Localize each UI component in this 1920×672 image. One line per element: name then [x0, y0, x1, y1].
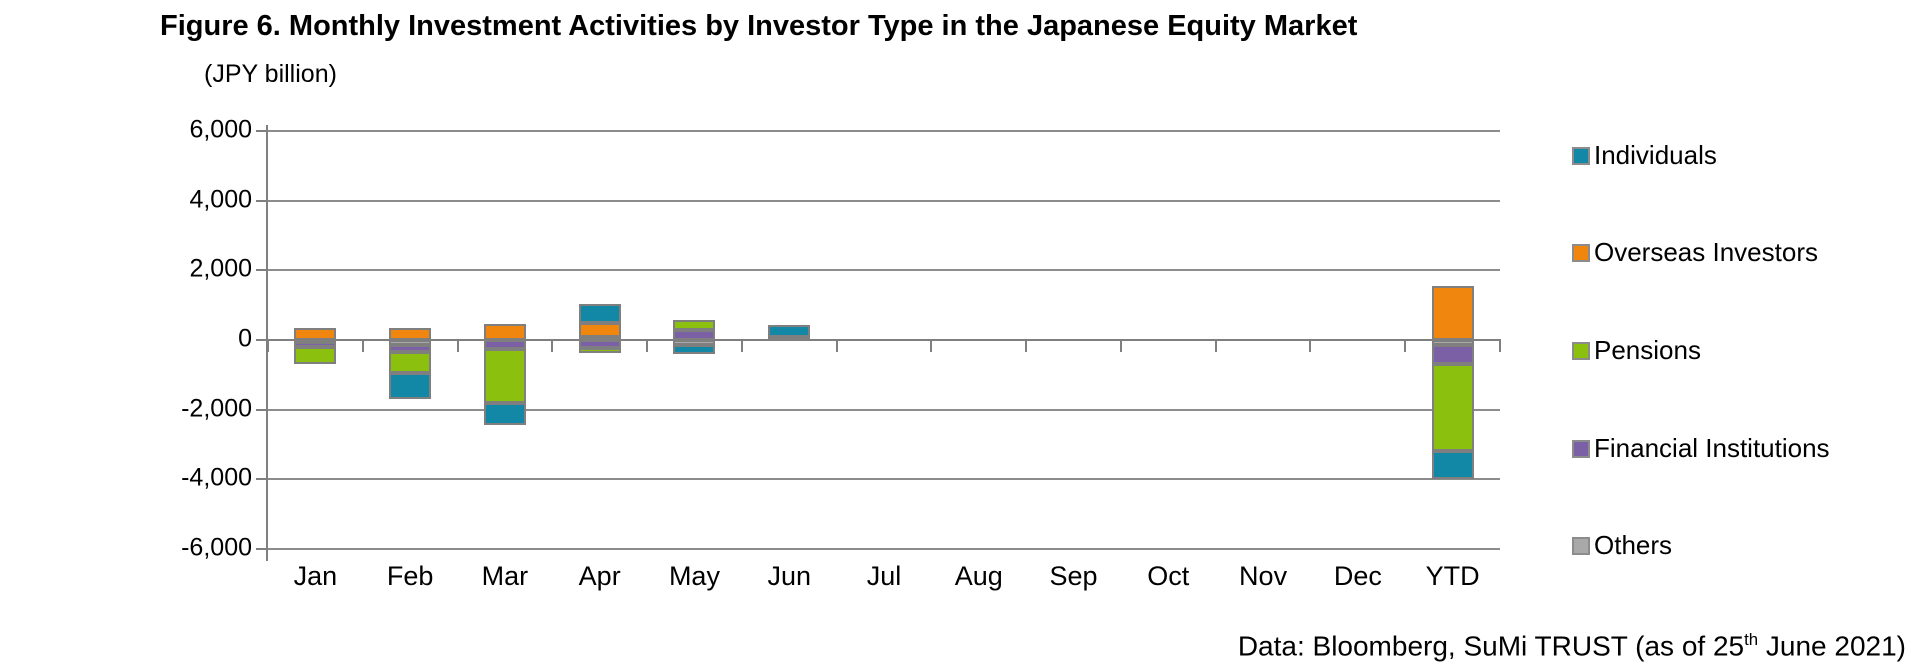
gridline: [268, 130, 1500, 132]
legend-swatch-icon: [1572, 243, 1590, 262]
bar-segment: [673, 345, 716, 354]
category-tick-mark: [930, 339, 933, 352]
legend: Individuals Overseas Investors Pensions Fin…: [1572, 131, 1917, 561]
category-label: Apr: [578, 561, 621, 591]
category-label: Aug: [954, 561, 1003, 591]
bar-segment: [483, 348, 526, 403]
bar-segment: [483, 324, 526, 340]
y-tick-mark: [256, 478, 266, 481]
bar-segment: [389, 345, 432, 353]
source-note: Data: Bloomberg, SuMi TRUST (as of 25th …: [1238, 630, 1906, 662]
y-tick-mark: [256, 408, 266, 411]
y-tick-mark: [256, 199, 266, 202]
legend-item: Financial Institutions: [1572, 433, 1830, 464]
source-text-prefix: Data: Bloomberg, SuMi TRUST (as of 25: [1237, 630, 1745, 662]
category-tick-mark: [1119, 339, 1122, 352]
bar-segment: [483, 340, 526, 349]
category-label: YTD: [1425, 561, 1480, 591]
legend-label: Individuals: [1594, 140, 1717, 170]
category-tick-mark: [740, 339, 743, 352]
category-label: Jun: [767, 561, 811, 591]
bar-segment: [389, 373, 432, 400]
category-tick-mark: [1309, 339, 1312, 352]
y-tick-label: -6,000: [181, 533, 252, 562]
bar-segment: [768, 325, 811, 337]
unit-label: (JPY billion): [204, 60, 337, 88]
zero-axis-line: [268, 339, 1500, 341]
y-tick-mark: [256, 548, 266, 550]
category-tick-mark: [646, 339, 649, 352]
bar-segment: [294, 327, 337, 340]
y-tick-label: 2,000: [189, 254, 252, 283]
category-label: Jul: [866, 561, 902, 591]
gridline: [268, 548, 1500, 550]
source-superscript: th: [1744, 630, 1759, 649]
bar-segment: [1431, 364, 1474, 452]
legend-swatch-icon: [1572, 439, 1590, 458]
bar-segment: [294, 341, 337, 347]
bar-segment: [483, 402, 526, 426]
y-tick-mark: [256, 130, 266, 132]
bar-segment: [673, 319, 716, 331]
bar-segment: [578, 340, 621, 348]
bar-segment: [389, 340, 432, 346]
bar-segment: [1431, 286, 1474, 340]
category-tick-mark: [267, 339, 269, 352]
gridline: [268, 199, 1500, 202]
category-tick-mark: [1404, 339, 1407, 352]
category-tick-mark: [1499, 339, 1501, 352]
bar-segment: [294, 346, 337, 365]
category-tick-mark: [456, 339, 459, 352]
bar-segment: [578, 347, 621, 353]
y-tick-label: 4,000: [189, 184, 252, 213]
bar-segment: [578, 304, 621, 323]
legend-label: Pensions: [1594, 335, 1701, 365]
bar-segment: [389, 352, 432, 374]
category-label: Oct: [1147, 561, 1190, 591]
bar-segment: [673, 340, 716, 346]
category-label: Mar: [481, 561, 529, 591]
bar-segment: [1431, 451, 1474, 480]
category-tick-mark: [1025, 339, 1028, 352]
gridline: [268, 408, 1500, 411]
figure-title: Figure 6. Monthly Investment Activities …: [160, 10, 1358, 42]
category-tick-mark: [835, 339, 838, 352]
bar-segment: [1431, 340, 1474, 346]
y-tick-label: 6,000: [189, 115, 252, 144]
legend-swatch-icon: [1572, 341, 1590, 360]
y-tick-label: 0: [238, 324, 252, 353]
legend-label: Financial Institutions: [1594, 433, 1830, 463]
legend-item: Overseas Investors: [1572, 237, 1818, 268]
category-label: Dec: [1333, 561, 1382, 591]
y-tick-mark: [256, 339, 266, 341]
legend-swatch-icon: [1572, 536, 1590, 555]
legend-swatch-icon: [1572, 146, 1590, 165]
legend-label: Overseas Investors: [1594, 237, 1818, 267]
category-label: Jan: [293, 561, 338, 591]
legend-item: Others: [1572, 530, 1672, 561]
bar-segment: [578, 322, 621, 337]
category-label: Sep: [1049, 561, 1098, 591]
source-text-suffix: June 2021): [1758, 630, 1906, 662]
category-label: Nov: [1239, 561, 1288, 591]
gridline: [268, 478, 1500, 481]
bar-segment: [1431, 345, 1474, 365]
legend-item: Individuals: [1572, 140, 1717, 171]
gridline: [268, 269, 1500, 272]
y-tick-mark: [256, 269, 266, 272]
chart-plot-area: 6,000 4,000 2,000 0 -2,000 -4,000 -6,000 Jan Feb…: [181, 115, 1501, 591]
legend-label: Others: [1594, 530, 1673, 560]
legend-item: Pensions: [1572, 335, 1701, 366]
y-tick-label: -2,000: [181, 393, 252, 422]
bar-segment: [389, 327, 432, 340]
y-tick-label: -4,000: [181, 463, 252, 492]
category-label: May: [668, 561, 720, 591]
category-tick-mark: [551, 339, 554, 352]
category-label: Feb: [386, 561, 434, 591]
category-tick-mark: [361, 339, 364, 352]
category-tick-mark: [1214, 339, 1217, 352]
